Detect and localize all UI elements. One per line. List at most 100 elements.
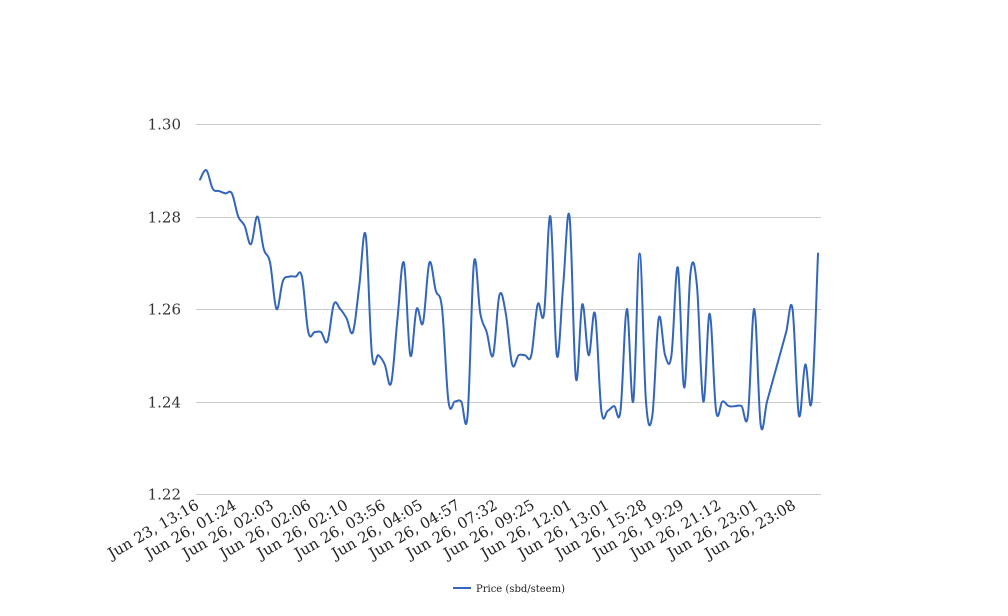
data-point (612, 404, 616, 408)
data-point (733, 404, 737, 408)
series-line-price (199, 169, 819, 431)
data-point (198, 178, 202, 182)
data-point (676, 265, 680, 269)
data-point (644, 400, 648, 404)
data-point (370, 353, 374, 357)
data-point (459, 400, 463, 404)
data-point (364, 233, 368, 237)
data-point (294, 275, 298, 279)
data-point (236, 215, 240, 219)
data-point (485, 330, 489, 334)
y-tick-label: 1.24 (148, 394, 181, 412)
data-point (650, 413, 654, 417)
data-point (421, 321, 425, 325)
data-point (657, 316, 661, 320)
data-point (523, 353, 527, 357)
data-point (287, 275, 291, 279)
data-point (497, 293, 501, 297)
data-point (669, 353, 673, 357)
y-axis-tick-labels: 1.22 1.24 1.26 1.28 1.30 (148, 116, 181, 504)
data-point (396, 316, 400, 320)
data-point (574, 376, 578, 380)
data-point (720, 400, 724, 404)
data-point (663, 353, 667, 357)
data-point (408, 353, 412, 357)
data-point (204, 168, 208, 172)
y-tick-label: 1.30 (148, 116, 181, 134)
data-point (389, 381, 393, 385)
data-point (281, 279, 285, 283)
data-point (771, 376, 775, 380)
legend-label-price: Price (sbd/steem) (476, 584, 565, 595)
data-point (325, 339, 329, 343)
legend[interactable]: Price (sbd/steem) (453, 584, 565, 595)
data-point (816, 252, 820, 256)
data-point (383, 363, 387, 367)
y-tick-label: 1.22 (148, 486, 181, 504)
data-point (587, 353, 591, 357)
data-point (376, 353, 380, 357)
data-point (517, 353, 521, 357)
data-point (510, 363, 514, 367)
data-point (580, 302, 584, 306)
data-point (529, 353, 533, 357)
data-point (740, 404, 744, 408)
data-point (217, 189, 221, 193)
data-point (548, 215, 552, 219)
y-tick-label: 1.26 (148, 301, 181, 319)
data-point (268, 261, 272, 265)
data-point (599, 409, 603, 413)
data-point (274, 307, 278, 311)
data-point (746, 413, 750, 417)
data-point (689, 270, 693, 274)
data-point (357, 284, 361, 288)
data-point (332, 302, 336, 306)
data-point (695, 284, 699, 288)
data-point (300, 275, 304, 279)
data-point (701, 400, 705, 404)
data-point (319, 330, 323, 334)
y-tick-label: 1.28 (148, 209, 181, 227)
data-point (803, 363, 807, 367)
data-point (440, 307, 444, 311)
data-point (427, 261, 431, 265)
data-point (536, 302, 540, 306)
data-point (625, 307, 629, 311)
data-point (778, 353, 782, 357)
data-point (338, 307, 342, 311)
data-point (415, 307, 419, 311)
grid-lines (196, 124, 821, 495)
data-point (784, 330, 788, 334)
data-point (810, 400, 814, 404)
data-point (434, 289, 438, 293)
data-point (759, 423, 763, 427)
data-point (797, 413, 801, 417)
data-point (708, 312, 712, 316)
data-point (606, 409, 610, 413)
data-point (249, 242, 253, 246)
data-point (402, 261, 406, 265)
data-point (618, 409, 622, 413)
data-point (555, 353, 559, 357)
data-point (593, 312, 597, 316)
data-point (568, 215, 572, 219)
data-point (727, 404, 731, 408)
data-point (491, 353, 495, 357)
data-point (345, 316, 349, 320)
data-point (262, 247, 266, 251)
data-point (561, 284, 565, 288)
data-point (714, 409, 718, 413)
data-point (466, 413, 470, 417)
data-point (765, 400, 769, 404)
data-point (504, 312, 508, 316)
data-point (306, 330, 310, 334)
data-point (243, 224, 247, 228)
data-point (472, 261, 476, 265)
data-point (638, 252, 642, 256)
data-point (453, 400, 457, 404)
data-point (313, 330, 317, 334)
data-point (351, 330, 355, 334)
data-point (682, 386, 686, 390)
